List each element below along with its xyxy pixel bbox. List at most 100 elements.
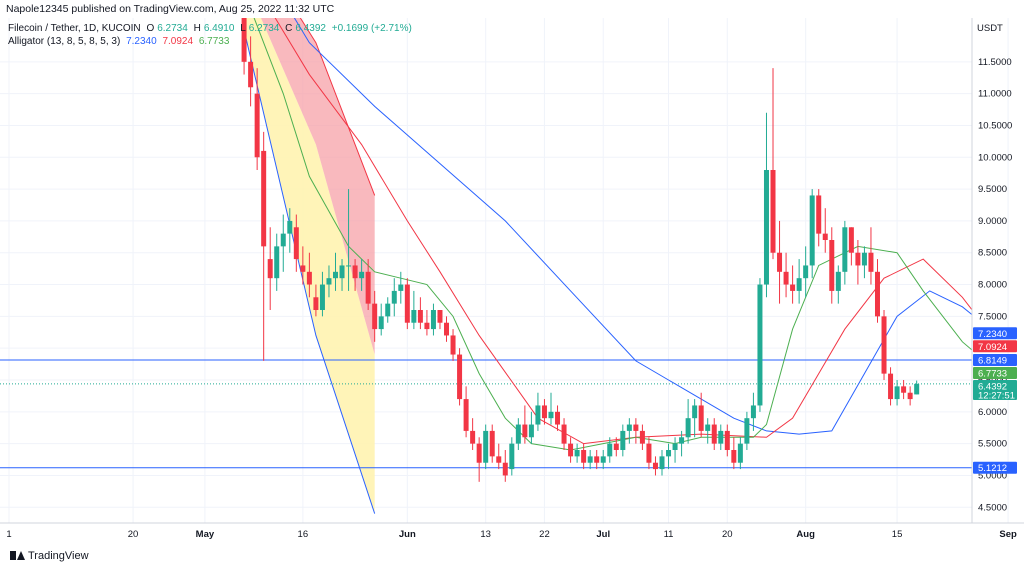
tradingview-logo[interactable]: TradingView (10, 550, 89, 562)
candle-body (398, 284, 404, 291)
candle-body (633, 424, 639, 431)
price-label-text: 7.0924 (978, 342, 1007, 353)
candle (326, 265, 332, 298)
candle (692, 399, 698, 438)
candle (646, 437, 652, 470)
candle-body (306, 271, 312, 285)
candle-body (463, 399, 469, 431)
candle (731, 437, 737, 470)
candle-body (430, 310, 436, 330)
time-tick-label: Sep (999, 529, 1017, 540)
candle (855, 240, 861, 285)
candle-body (581, 450, 587, 463)
candle-body (803, 265, 809, 279)
candle-body (359, 271, 365, 279)
candle-body (679, 437, 685, 444)
candle-body (378, 316, 384, 330)
candle-body (444, 322, 450, 336)
candle (711, 418, 717, 450)
grid (0, 18, 1009, 523)
candle-body (267, 259, 273, 279)
price-tick-label: 8.0000 (978, 280, 1007, 291)
high-label: H (193, 23, 201, 34)
candle (763, 112, 769, 298)
candle-body (326, 278, 332, 285)
price-label-box (973, 340, 1017, 353)
wedge-upper-line (299, 18, 376, 196)
candle-body (339, 265, 345, 279)
candle (874, 259, 880, 323)
candle-body (724, 430, 730, 450)
candle (796, 259, 802, 304)
candle-body (829, 240, 835, 291)
candle (267, 227, 273, 310)
candle-body (528, 424, 534, 438)
lips-value: 6.7733 (198, 36, 230, 47)
candle-body (711, 424, 717, 444)
candle (502, 450, 508, 482)
candle (457, 348, 463, 406)
candle (894, 380, 900, 406)
price-label-text: 6.7733 (978, 368, 1007, 379)
candle-body (457, 354, 463, 400)
price-tick-label: 6.0000 (978, 407, 1007, 418)
candle-body (620, 430, 626, 450)
price-tick-label: 11.5000 (978, 57, 1012, 68)
candle (261, 131, 267, 361)
candle (541, 399, 547, 425)
price-tick-label: 10.0000 (978, 152, 1012, 163)
candle (372, 290, 378, 342)
price-label-text: 6.8149 (978, 355, 1007, 366)
price-label-box (973, 327, 1017, 340)
candle-body (319, 284, 325, 310)
candle-body (881, 316, 887, 374)
candle-body (750, 405, 756, 419)
candle (424, 310, 430, 336)
candle (561, 418, 567, 450)
candle-body (502, 462, 508, 476)
candle (287, 208, 293, 253)
candle (698, 392, 704, 438)
candle-body (509, 443, 515, 470)
candle-body (417, 310, 423, 323)
candle-body (809, 195, 815, 266)
candle-body (763, 170, 769, 285)
candle-body (737, 443, 743, 463)
candle (437, 310, 443, 330)
candle (339, 259, 345, 291)
candle-body (470, 430, 476, 444)
candle (574, 443, 580, 463)
candle-body (796, 278, 802, 291)
jaw-value: 7.2340 (126, 36, 157, 47)
price-label-hline: 5.1212 (973, 461, 1017, 474)
candle-body (489, 430, 495, 457)
candle-body (437, 310, 443, 323)
candle (600, 450, 606, 470)
candle (300, 246, 306, 285)
candle-body (692, 405, 698, 419)
candle (581, 443, 587, 470)
candle-body (496, 456, 502, 463)
candle (489, 424, 495, 463)
candle-body (594, 456, 600, 463)
candle-body (626, 424, 632, 431)
candle-body (241, 18, 247, 62)
candle (248, 36, 254, 107)
candle (594, 450, 600, 470)
price-tick-label: 5.5000 (978, 439, 1007, 450)
candle-body (607, 443, 613, 457)
candle-body (855, 252, 861, 266)
candle-body (835, 271, 841, 291)
candle-body (372, 303, 378, 330)
brand-name: TradingView (28, 550, 89, 562)
high-value: 6.4910 (203, 23, 235, 34)
candle-body (874, 271, 880, 317)
candle (901, 380, 907, 400)
candle-body (541, 405, 547, 419)
price-label-box (973, 461, 1017, 474)
price-label-text: 6.4392 (978, 381, 1007, 392)
candle (809, 189, 815, 279)
